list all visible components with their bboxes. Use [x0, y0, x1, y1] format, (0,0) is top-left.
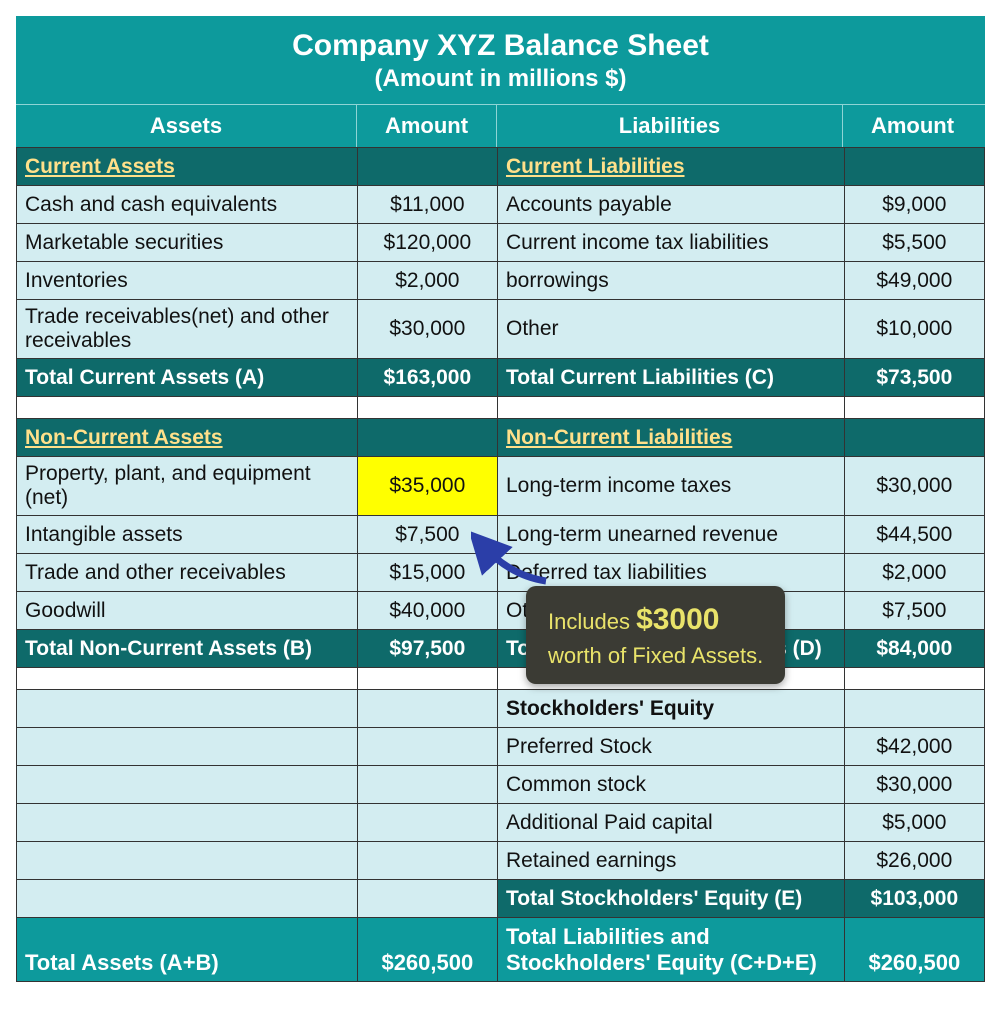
cell: $30,000 — [844, 766, 984, 804]
cell: Additional Paid capital — [497, 804, 844, 842]
callout-prefix: Includes — [548, 609, 636, 634]
title-block: Company XYZ Balance Sheet (Amount in mil… — [16, 16, 985, 104]
cell: Total Stockholders' Equity (E) — [497, 880, 844, 918]
cell: Cash and cash equivalents — [17, 186, 358, 224]
cell: $73,500 — [844, 359, 984, 397]
column-headers: Assets Amount Liabilities Amount — [16, 104, 985, 147]
cell: $260,500 — [844, 918, 984, 982]
header-liabilities: Liabilities — [496, 105, 842, 147]
cell: $97,500 — [357, 630, 497, 668]
cell — [17, 880, 358, 918]
balance-sheet: Company XYZ Balance Sheet (Amount in mil… — [16, 16, 985, 982]
cell: $163,000 — [357, 359, 497, 397]
cell: Trade receivables(net) and other receiva… — [17, 300, 358, 359]
cell: $5,500 — [844, 224, 984, 262]
cell: Current income tax liabilities — [497, 224, 844, 262]
cell: Goodwill — [17, 592, 358, 630]
cell: $15,000 — [357, 554, 497, 592]
cell: $260,500 — [357, 918, 497, 982]
callout-suffix: worth of Fixed Assets. — [548, 643, 763, 668]
cell: Stockholders' Equity — [497, 690, 844, 728]
cell — [357, 419, 497, 457]
cell: Accounts payable — [497, 186, 844, 224]
cell — [17, 728, 358, 766]
cell — [357, 766, 497, 804]
header-assets: Assets — [16, 105, 356, 147]
header-amount-1: Amount — [356, 105, 496, 147]
cell — [844, 148, 984, 186]
cell: $30,000 — [844, 457, 984, 516]
cell: Long-term income taxes — [497, 457, 844, 516]
cell — [17, 690, 358, 728]
cell: $44,500 — [844, 516, 984, 554]
cell: $26,000 — [844, 842, 984, 880]
header-amount-2: Amount — [842, 105, 982, 147]
cell: $40,000 — [357, 592, 497, 630]
cell: $30,000 — [357, 300, 497, 359]
cell — [844, 690, 984, 728]
cell: Total Non-Current Assets (B) — [17, 630, 358, 668]
cell: $103,000 — [844, 880, 984, 918]
cell — [357, 880, 497, 918]
cell: $49,000 — [844, 262, 984, 300]
cell: Current Liabilities — [497, 148, 844, 186]
cell: $10,000 — [844, 300, 984, 359]
cell: borrowings — [497, 262, 844, 300]
cell: Non-Current Liabilities — [497, 419, 844, 457]
cell: $7,500 — [357, 516, 497, 554]
callout-amount: $3000 — [636, 603, 719, 636]
cell: Inventories — [17, 262, 358, 300]
cell — [17, 766, 358, 804]
cell — [357, 842, 497, 880]
cell: Total Liabilities and Stockholders' Equi… — [497, 918, 844, 982]
cell: $11,000 — [357, 186, 497, 224]
cell: $42,000 — [844, 728, 984, 766]
cell: $9,000 — [844, 186, 984, 224]
cell: $120,000 — [357, 224, 497, 262]
cell: Preferred Stock — [497, 728, 844, 766]
cell — [844, 419, 984, 457]
cell: Long-term unearned revenue — [497, 516, 844, 554]
title-sub: (Amount in millions $) — [17, 65, 984, 93]
cell: $7,500 — [844, 592, 984, 630]
callout-tooltip: Includes $3000 worth of Fixed Assets. — [526, 586, 785, 684]
cell: Retained earnings — [497, 842, 844, 880]
cell: $5,000 — [844, 804, 984, 842]
cell: Current Assets — [17, 148, 358, 186]
cell: $35,000 — [357, 457, 497, 516]
cell: $84,000 — [844, 630, 984, 668]
cell — [17, 804, 358, 842]
cell: Property, plant, and equipment (net) — [17, 457, 358, 516]
balance-table: Current Assets Current Liabilities Cash an… — [16, 147, 985, 982]
cell — [17, 842, 358, 880]
title-main: Company XYZ Balance Sheet — [17, 29, 984, 63]
cell: Marketable securities — [17, 224, 358, 262]
cell: $2,000 — [357, 262, 497, 300]
cell: Trade and other receivables — [17, 554, 358, 592]
cell: $2,000 — [844, 554, 984, 592]
cell — [357, 804, 497, 842]
cell — [357, 728, 497, 766]
cell — [357, 148, 497, 186]
cell: Other — [497, 300, 844, 359]
cell: Intangible assets — [17, 516, 358, 554]
cell: Non-Current Assets — [17, 419, 358, 457]
cell — [357, 690, 497, 728]
cell: Total Current Liabilities (C) — [497, 359, 844, 397]
cell: Common stock — [497, 766, 844, 804]
cell: Total Assets (A+B) — [17, 918, 358, 982]
cell: Total Current Assets (A) — [17, 359, 358, 397]
